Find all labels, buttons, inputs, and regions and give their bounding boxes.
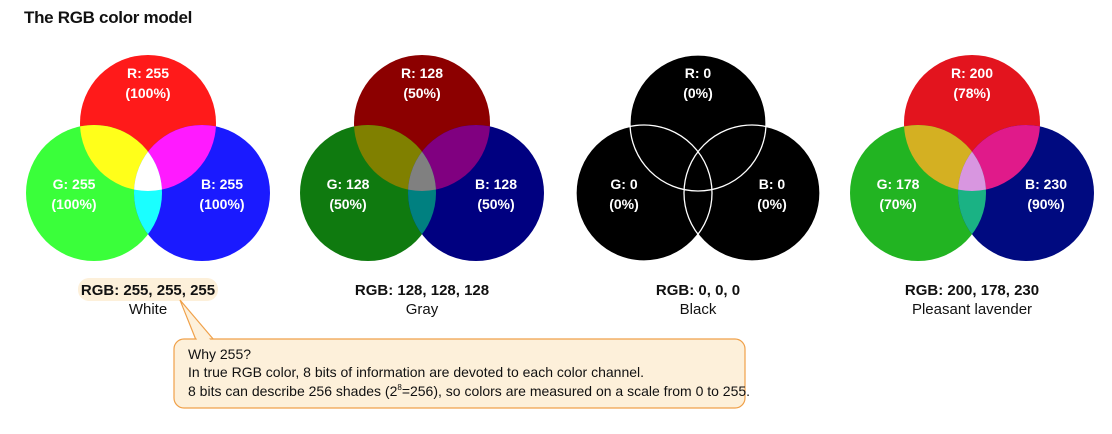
- red-percent-label: (50%): [403, 85, 440, 101]
- red-green-overlap: [630, 125, 712, 191]
- green-value-label: G: 255: [53, 176, 96, 192]
- blue-value-label: B: 230: [1025, 176, 1067, 192]
- callout-line-2: 8 bits can describe 256 shades (28=256),…: [188, 383, 750, 399]
- green-percent-label: (0%): [609, 196, 639, 212]
- red-value-label: R: 255: [127, 65, 169, 81]
- callout-line-1: In true RGB color, 8 bits of information…: [188, 364, 644, 380]
- red-green-overlap: [80, 125, 162, 191]
- green-percent-label: (50%): [329, 196, 366, 212]
- red-percent-label: (100%): [125, 85, 170, 101]
- blue-percent-label: (100%): [199, 196, 244, 212]
- green-value-label: G: 128: [327, 176, 370, 192]
- rgb-caption: RGB: 128, 128, 128: [355, 282, 489, 299]
- red-percent-label: (0%): [683, 85, 713, 101]
- red-value-label: R: 200: [951, 65, 993, 81]
- rgb-model-3: R: 0 (0%) G: 0 (0%) B: 0 (0%) RGB: 0, 0, 0 Blac…: [575, 54, 821, 318]
- rgb-caption: RGB: 255, 255, 255: [81, 282, 215, 299]
- caption-highlight: [78, 278, 218, 301]
- blue-percent-label: (90%): [1027, 196, 1064, 212]
- red-green-overlap: [354, 125, 436, 191]
- red-green-overlap: [904, 125, 986, 191]
- red-value-label: R: 128: [401, 65, 443, 81]
- green-percent-label: (70%): [879, 196, 916, 212]
- callout-line-2-start: 8 bits can describe 256 shades (2: [188, 383, 398, 399]
- blue-percent-label: (50%): [477, 196, 514, 212]
- rgb-model-2: R: 128 (50%) G: 128 (50%) B: 128 (50%) RGB: 12…: [300, 55, 544, 318]
- green-value-label: G: 0: [610, 176, 637, 192]
- red-blue-overlap: [958, 125, 1040, 191]
- callout-superscript: 8: [397, 383, 402, 392]
- red-blue-overlap: [408, 125, 490, 191]
- callout-heading: Why 255?: [188, 346, 251, 362]
- green-percent-label: (100%): [51, 196, 96, 212]
- rgb-model-4: R: 200 (78%) G: 178 (70%) B: 230 (90%) RGB: 20…: [850, 55, 1094, 318]
- red-percent-label: (78%): [953, 85, 990, 101]
- red-blue-overlap: [684, 125, 766, 191]
- blue-value-label: B: 128: [475, 176, 517, 192]
- green-circle-outline: [575, 124, 713, 262]
- color-name-caption: White: [129, 301, 167, 318]
- red-blue-overlap: [134, 125, 216, 191]
- blue-value-label: B: 255: [201, 176, 243, 192]
- page-title: The RGB color model: [24, 8, 193, 27]
- red-circle-outline: [629, 54, 767, 192]
- callout: Why 255? In true RGB color, 8 bits of in…: [173, 299, 750, 409]
- green-value-label: G: 178: [877, 176, 920, 192]
- rgb-caption: RGB: 0, 0, 0: [656, 282, 740, 299]
- red-value-label: R: 0: [685, 65, 712, 81]
- callout-pointer-fill: [183, 306, 212, 342]
- rgb-model-1: R: 255 (100%) G: 255 (100%) B: 255 (100%) RGB:…: [26, 55, 270, 318]
- color-name-caption: Black: [680, 301, 717, 318]
- color-name-caption: Pleasant lavender: [912, 301, 1032, 318]
- blue-value-label: B: 0: [759, 176, 786, 192]
- callout-line-2-end: =256), so colors are measured on a scale…: [402, 383, 750, 399]
- color-name-caption: Gray: [406, 301, 439, 318]
- blue-percent-label: (0%): [757, 196, 787, 212]
- callout-box: [173, 338, 746, 409]
- blue-circle-outline: [683, 124, 821, 262]
- rgb-caption: RGB: 200, 178, 230: [905, 282, 1039, 299]
